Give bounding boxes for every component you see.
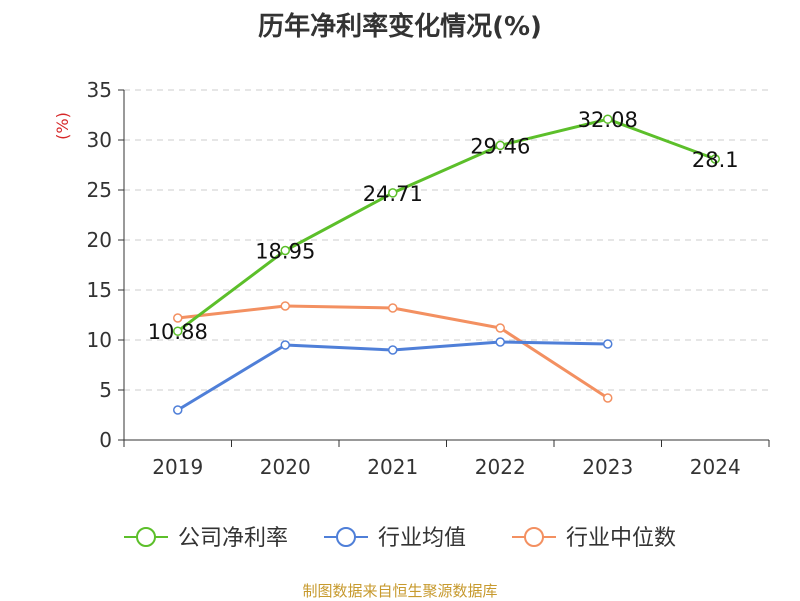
- data-label: 29.46: [470, 134, 530, 158]
- data-label: 18.95: [255, 240, 315, 264]
- data-label: 10.88: [148, 320, 208, 344]
- data-point: [388, 345, 398, 355]
- y-tick-label: 10: [87, 328, 112, 352]
- x-tick-label: 2024: [690, 455, 741, 479]
- data-point: [388, 303, 398, 313]
- x-tick-label: 2020: [260, 455, 311, 479]
- data-point: [710, 154, 720, 164]
- y-axis-unit-label: (%): [53, 112, 72, 140]
- data-point: [280, 340, 290, 350]
- x-tick-label: 2019: [152, 455, 203, 479]
- series-lines: [173, 114, 720, 415]
- legend-label: 行业中位数: [566, 526, 676, 551]
- legend-label: 公司净利率: [178, 526, 288, 551]
- data-point: [173, 326, 183, 336]
- data-point: [603, 339, 613, 349]
- legend-marker: [136, 527, 156, 547]
- data-labels: 10.88 18.95 24.71 29.46 32.08 28.1: [148, 108, 739, 344]
- y-tick-label: 30: [87, 128, 112, 152]
- axes: 0 5 10 15 20 25 30 35 2019 2020 2021 2022 2023 2024 (%…: [53, 78, 770, 479]
- data-label: 28.1: [692, 148, 739, 172]
- data-point: [280, 301, 290, 311]
- source-note: 制图数据来自恒生聚源数据库: [302, 582, 498, 600]
- data-label: 32.08: [578, 108, 638, 132]
- legend-label: 行业均值: [378, 526, 466, 551]
- y-tick-label: 5: [99, 378, 112, 402]
- series-line: [176, 117, 716, 333]
- y-tick-label: 0: [99, 428, 112, 452]
- legend-marker: [336, 527, 356, 547]
- data-point: [603, 393, 613, 403]
- data-point: [495, 337, 505, 347]
- y-tick-label: 35: [87, 78, 112, 102]
- x-tick-label: 2023: [582, 455, 633, 479]
- data-point: [280, 245, 290, 256]
- y-tick-label: 15: [87, 278, 112, 302]
- data-point: [173, 313, 183, 323]
- data-label: 24.71: [363, 182, 423, 206]
- data-point: [173, 405, 183, 415]
- x-tick-label: 2022: [475, 455, 526, 479]
- data-point: [388, 188, 398, 198]
- data-point: [495, 140, 505, 151]
- y-tick-label: 20: [87, 228, 112, 252]
- data-point: [603, 114, 613, 124]
- x-tick-label: 2021: [367, 455, 418, 479]
- data-point: [495, 323, 505, 333]
- legend-marker: [524, 527, 544, 547]
- y-tick-label: 25: [87, 178, 112, 202]
- legend: 公司净利率 行业均值 行业中位数: [124, 526, 676, 551]
- chart-title: 历年净利率变化情况(%): [258, 12, 542, 42]
- grid-lines: [124, 89, 769, 391]
